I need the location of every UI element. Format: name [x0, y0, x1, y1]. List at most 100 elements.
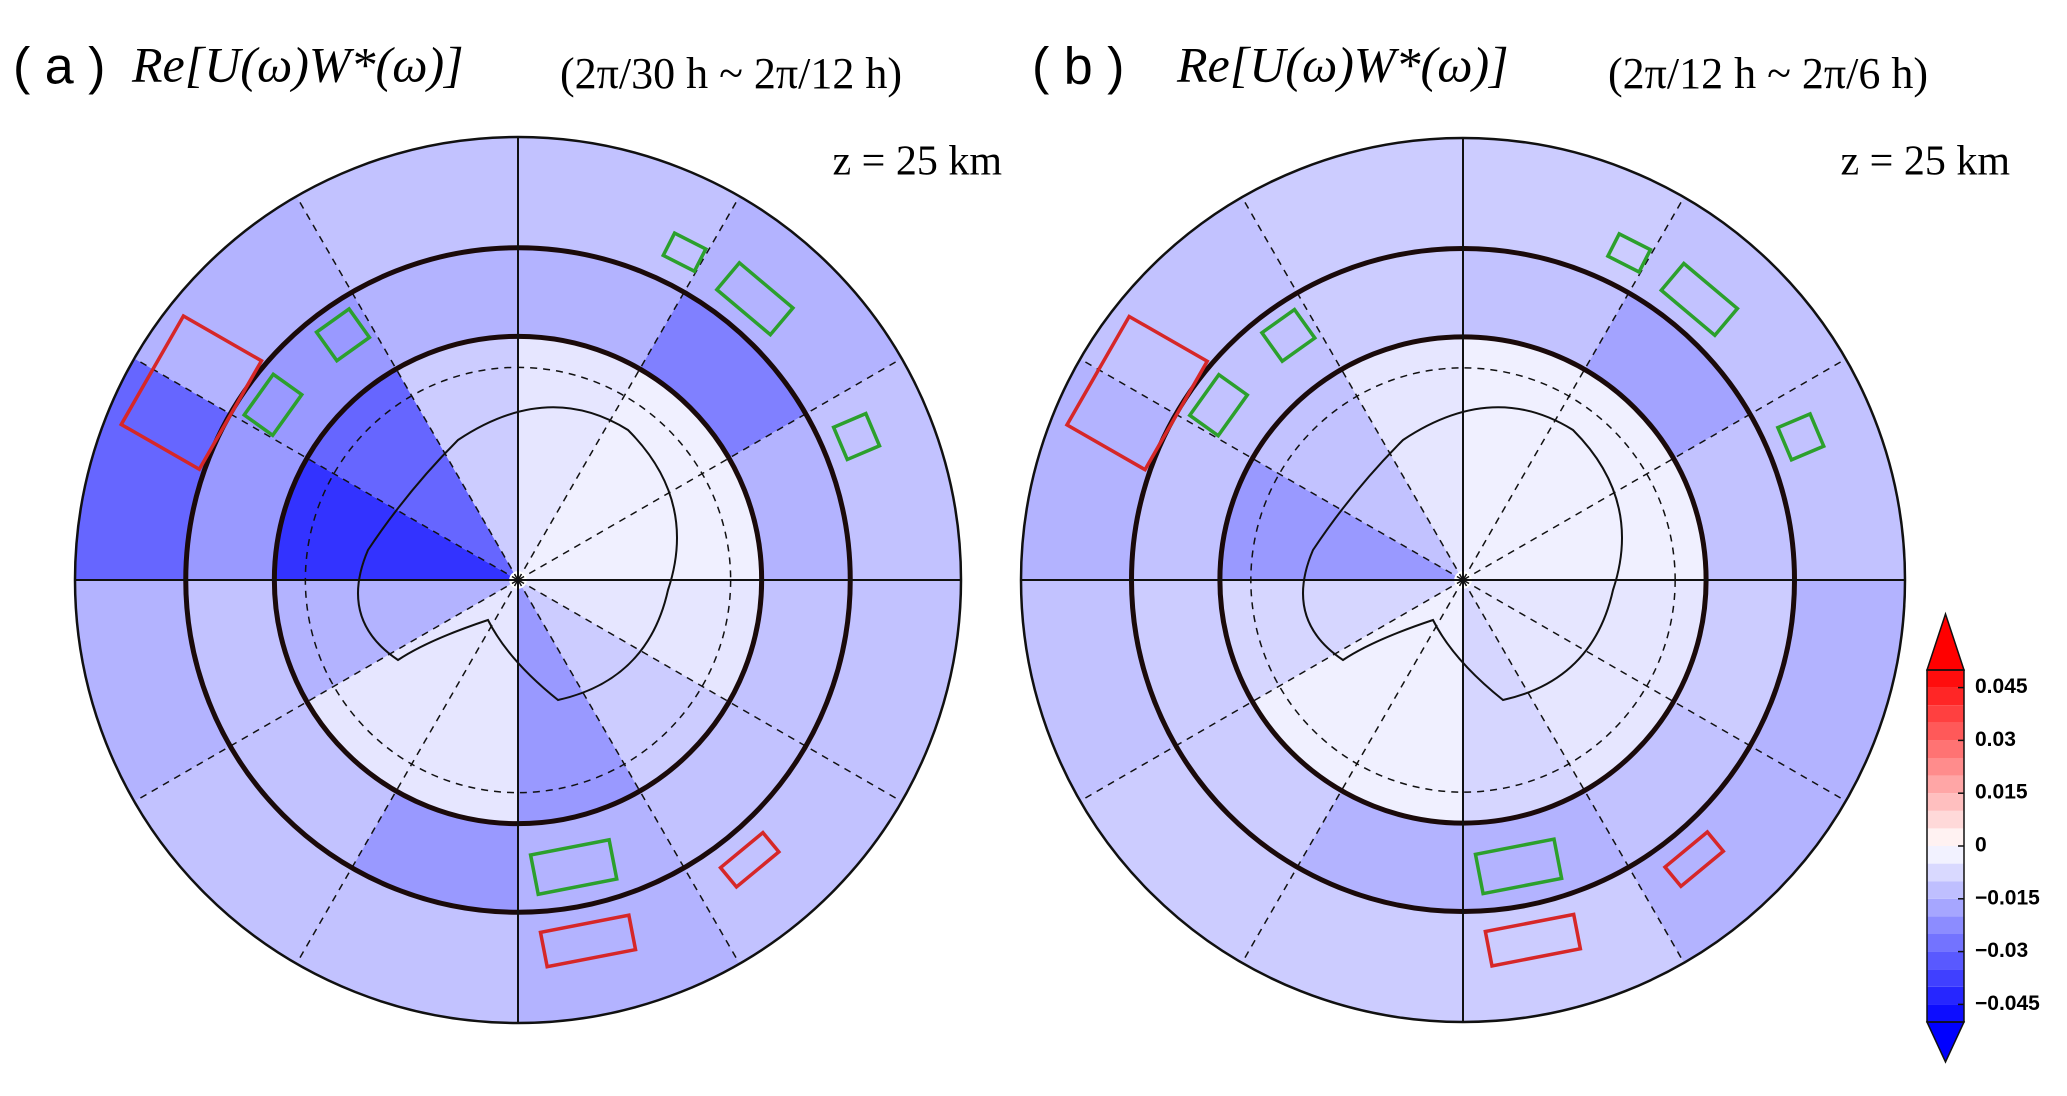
- region-box: [714, 260, 796, 338]
- colorbar-step: [1927, 740, 1964, 758]
- field-cell: [522, 584, 730, 792]
- field-cell: [1252, 584, 1459, 791]
- meridian: [295, 579, 519, 965]
- colorbar-step: [1927, 810, 1964, 829]
- colorbar-step: [1927, 898, 1964, 917]
- field-cell: [1242, 867, 1463, 1022]
- period: (2π/30 h ~ 2π/12 h): [560, 49, 902, 98]
- region-box: [118, 313, 264, 472]
- region-box: [1775, 411, 1827, 463]
- colorbar-step: [1927, 951, 1964, 970]
- field-cell: [274, 580, 511, 702]
- level-label: z = 25 km: [1841, 139, 2011, 185]
- colorbar-step: [1927, 881, 1964, 899]
- colorbar-step: [1927, 775, 1964, 794]
- region-box: [1658, 261, 1740, 338]
- field-cell: [1584, 701, 1751, 868]
- colorbar-step: [1927, 986, 1964, 1005]
- colorbar-extend: [1925, 1021, 1966, 1064]
- field-cell: [518, 137, 740, 293]
- field-cell: [1341, 587, 1463, 824]
- field-cell: [296, 137, 518, 293]
- field-cell: [1080, 745, 1298, 963]
- colorbar-extend: [1925, 611, 1966, 671]
- field-cell: [75, 358, 231, 580]
- meridian: [1241, 196, 1464, 581]
- polar-map: [73, 135, 963, 1025]
- meridian: [133, 579, 519, 803]
- field-cell: [1252, 369, 1459, 576]
- field-cell: [684, 746, 902, 964]
- region-box: [1662, 829, 1726, 889]
- region-box: [1605, 231, 1653, 275]
- meridian: [1079, 358, 1464, 581]
- panel-title: Re[U(ω)W*(ω)]: [131, 36, 464, 92]
- colorbar-tick-label: 0.03: [1975, 728, 2016, 751]
- field-cell: [274, 458, 511, 580]
- meridian: [1462, 358, 1847, 581]
- field-cell: [518, 587, 640, 824]
- field-cell: [518, 336, 640, 573]
- field-cell: [134, 196, 352, 414]
- meridian: [517, 579, 903, 803]
- field-cell: [1470, 580, 1707, 702]
- field-cell: [306, 584, 514, 792]
- colorbar-tick-label: 0.015: [1975, 781, 2028, 804]
- field-cell: [522, 368, 730, 576]
- colorbar-tick-label: 0: [1975, 834, 1987, 857]
- field-cell: [134, 746, 352, 964]
- region-box: [538, 913, 638, 969]
- meridian: [1079, 579, 1464, 802]
- colorbar-step: [1927, 1004, 1964, 1022]
- region-box: [528, 837, 619, 897]
- colorbar-step: [1927, 846, 1964, 864]
- field-cell: [1021, 359, 1176, 580]
- field-cell: [1750, 580, 1905, 801]
- colorbar-step: [1927, 670, 1964, 688]
- period: (2π/12 h ~ 2π/6 h): [1608, 49, 1928, 98]
- region-box: [1473, 837, 1564, 896]
- field-cell: [1242, 138, 1463, 293]
- field-cell: [639, 701, 806, 868]
- panel-title: Re[U(ω)W*(ω)]: [1176, 36, 1509, 92]
- meridian: [517, 195, 741, 581]
- field-cell: [1463, 336, 1585, 573]
- meridian: [1462, 196, 1685, 581]
- colorbar-tick-label: −0.045: [1975, 992, 2040, 1015]
- meridian: [517, 579, 741, 965]
- field-cell: [805, 580, 961, 802]
- field-cell: [1175, 701, 1342, 868]
- colorbar-tick-label: −0.03: [1975, 939, 2028, 962]
- field-cell: [1628, 745, 1846, 963]
- field-cell: [306, 368, 514, 576]
- field-cell: [75, 580, 231, 802]
- coastline: [1302, 406, 1623, 702]
- coastline: [357, 406, 678, 702]
- field-cell: [1021, 580, 1176, 801]
- field-cell: [396, 587, 518, 824]
- meridian: [1462, 579, 1847, 802]
- colorbar-step: [1927, 916, 1964, 934]
- field-cell: [1080, 197, 1298, 415]
- field-cell: [1628, 197, 1846, 415]
- field-cell: [296, 867, 518, 1023]
- region-box: [1483, 912, 1583, 968]
- field-cell: [1470, 458, 1707, 580]
- colorbar-step: [1927, 793, 1964, 811]
- map-border: [73, 135, 963, 1025]
- colorbar-step: [1927, 969, 1964, 987]
- field-cell: [230, 701, 397, 868]
- field-cell: [684, 196, 902, 414]
- colorbar-step: [1927, 934, 1964, 952]
- map-border: [1019, 136, 1907, 1024]
- meridian: [295, 195, 519, 581]
- field-cell: [525, 580, 762, 702]
- colorbar-tick-label: 0.045: [1975, 675, 2028, 698]
- colorbar-step: [1927, 705, 1964, 723]
- field-cell: [1584, 292, 1751, 459]
- region-box: [241, 371, 305, 438]
- field-cell: [805, 358, 961, 580]
- region-box: [660, 230, 709, 274]
- field-cell: [230, 292, 397, 459]
